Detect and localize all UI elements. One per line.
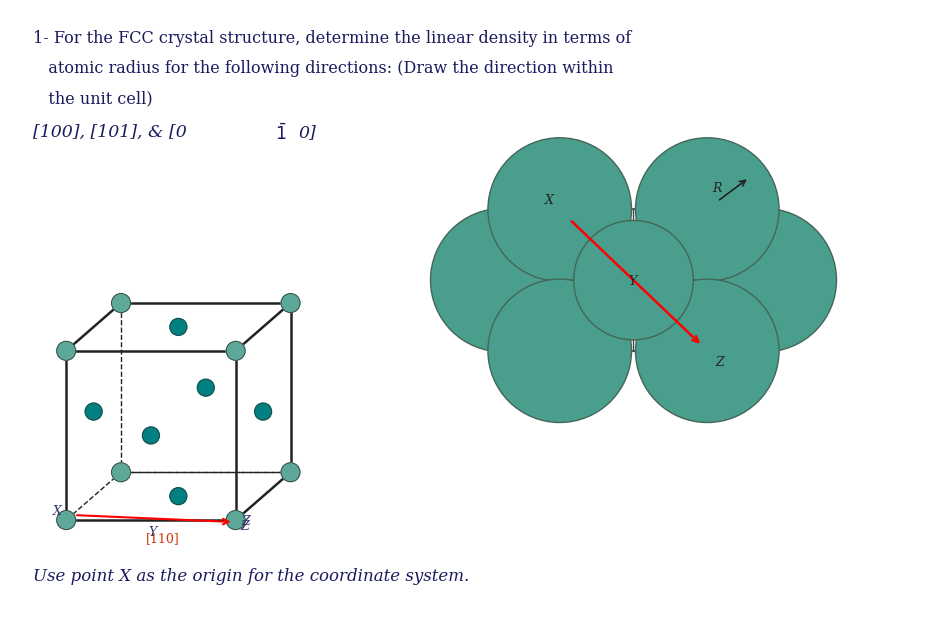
Circle shape	[169, 319, 187, 335]
Circle shape	[488, 279, 631, 422]
Circle shape	[281, 294, 300, 312]
Text: X: X	[53, 505, 62, 518]
Circle shape	[573, 220, 694, 340]
Circle shape	[85, 403, 102, 420]
Circle shape	[197, 379, 214, 396]
Circle shape	[226, 342, 245, 360]
Text: Use point X as the origin for the coordinate system.: Use point X as the origin for the coordi…	[34, 568, 469, 585]
Circle shape	[112, 294, 130, 312]
Text: Y: Y	[148, 526, 156, 539]
Text: R: R	[712, 181, 722, 194]
Text: [100], [101], & [0: [100], [101], & [0	[34, 124, 187, 141]
Circle shape	[281, 463, 300, 482]
Circle shape	[693, 209, 836, 352]
Text: 1- For the FCC crystal structure, determine the linear density in terms of: 1- For the FCC crystal structure, determ…	[34, 30, 631, 47]
Circle shape	[169, 487, 187, 505]
Circle shape	[112, 463, 130, 482]
Text: atomic radius for the following directions: (Draw the direction within: atomic radius for the following directio…	[34, 60, 614, 77]
Text: Z: Z	[241, 520, 250, 533]
Text: $\bar{1}$: $\bar{1}$	[275, 124, 287, 144]
Circle shape	[255, 403, 272, 420]
Text: X: X	[545, 194, 554, 207]
Circle shape	[226, 510, 245, 530]
Circle shape	[430, 209, 574, 352]
Text: the unit cell): the unit cell)	[34, 90, 153, 107]
Text: Z: Z	[242, 515, 250, 528]
Circle shape	[142, 427, 159, 444]
Text: [110]: [110]	[146, 532, 180, 545]
Text: Z: Z	[715, 356, 724, 369]
Circle shape	[488, 138, 631, 281]
Circle shape	[636, 138, 779, 281]
Circle shape	[57, 510, 75, 530]
Circle shape	[57, 342, 75, 360]
Circle shape	[636, 279, 779, 422]
Text: 0]: 0]	[299, 124, 317, 141]
Text: Y: Y	[628, 275, 637, 288]
